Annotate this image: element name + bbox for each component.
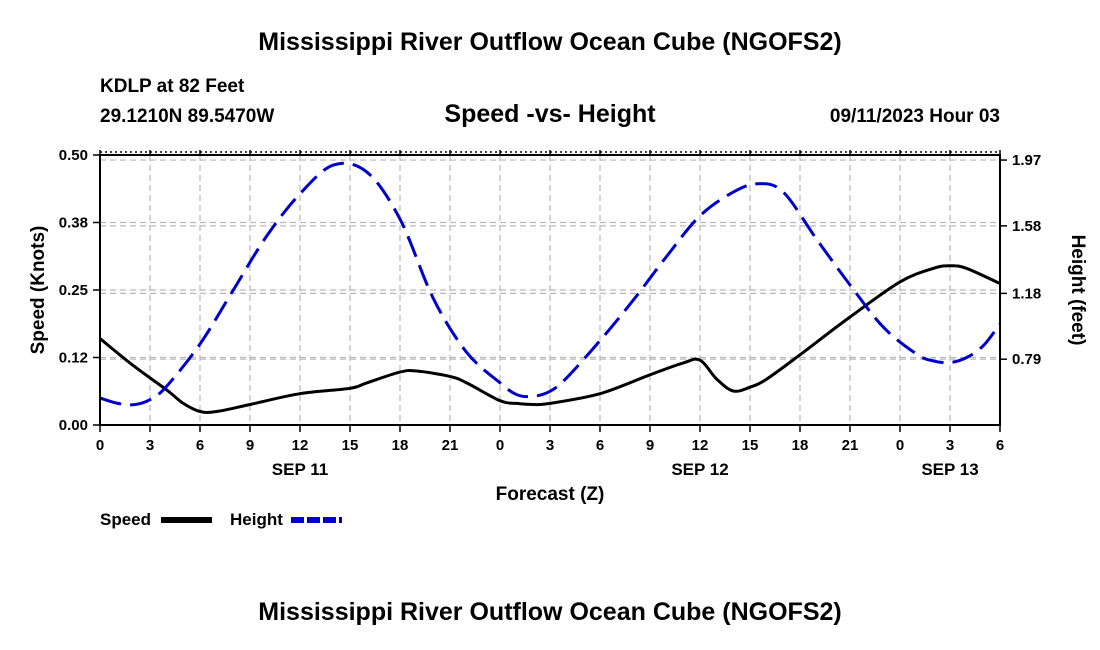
y-left-tick-label: 0.25	[59, 282, 88, 299]
ticks-layer	[93, 150, 1007, 432]
legend: Speed Height	[100, 510, 342, 529]
chart-subtitle: Speed -vs- Height	[444, 100, 656, 128]
station-label: KDLP at 82 Feet	[100, 76, 245, 97]
x-tick-label: 6	[996, 437, 1004, 454]
x-tick-label: 12	[692, 437, 709, 454]
x-tick-label: 18	[392, 437, 409, 454]
x-tick-label: 6	[596, 437, 604, 454]
legend-height-label: Height	[230, 510, 283, 529]
x-tick-label: 9	[246, 437, 254, 454]
x-tick-label: 12	[292, 437, 309, 454]
forecast-datetime: 09/11/2023 Hour 03	[829, 106, 1000, 127]
x-tick-label: 3	[146, 437, 154, 454]
grid-layer	[100, 155, 1000, 425]
labels-layer: 0 3 6 9 12 15 18 21 0 3 6 9 12 15 18 21 0 3 6 SEP 11 SEP 12 S…	[59, 147, 1041, 479]
x-day-label: SEP 13	[921, 460, 978, 479]
legend-speed-label: Speed	[100, 510, 151, 529]
y-right-tick-label: 0.79	[1012, 351, 1041, 368]
y-left-tick-label: 0.00	[59, 417, 88, 434]
y-left-tick-label: 0.12	[59, 350, 88, 367]
x-tick-label: 3	[946, 437, 954, 454]
y-right-tick-label: 1.97	[1012, 152, 1041, 169]
x-tick-label: 21	[442, 437, 459, 454]
y-right-tick-label: 1.58	[1012, 218, 1041, 235]
y-left-tick-label: 0.38	[59, 215, 88, 232]
x-axis-title: Forecast (Z)	[496, 484, 605, 505]
x-tick-label: 6	[196, 437, 204, 454]
station-coordinates: 29.1210N 89.5470W	[100, 106, 275, 127]
x-tick-label: 21	[842, 437, 859, 454]
x-tick-label: 15	[342, 437, 359, 454]
x-tick-label: 9	[646, 437, 654, 454]
x-day-label: SEP 12	[671, 460, 728, 479]
x-tick-label: 15	[742, 437, 759, 454]
footer-title: Mississippi River Outflow Ocean Cube (NG…	[258, 598, 842, 626]
x-day-label: SEP 11	[272, 460, 328, 479]
x-tick-label: 3	[546, 437, 554, 454]
x-tick-label: 18	[792, 437, 809, 454]
series-layer	[99, 161, 1002, 414]
y-right-tick-label: 1.18	[1012, 285, 1041, 302]
x-tick-label: 0	[496, 437, 504, 454]
y-axis-right-title: Height (feet)	[1067, 235, 1088, 346]
series-height-line	[99, 161, 1002, 407]
x-tick-label: 0	[896, 437, 904, 454]
y-left-tick-label: 0.50	[59, 147, 88, 164]
series-speed-line	[99, 264, 1001, 414]
x-tick-label: 0	[96, 437, 104, 454]
chart-main-title: Mississippi River Outflow Ocean Cube (NG…	[258, 28, 842, 56]
y-axis-left-title: Speed (Knots)	[28, 226, 49, 355]
